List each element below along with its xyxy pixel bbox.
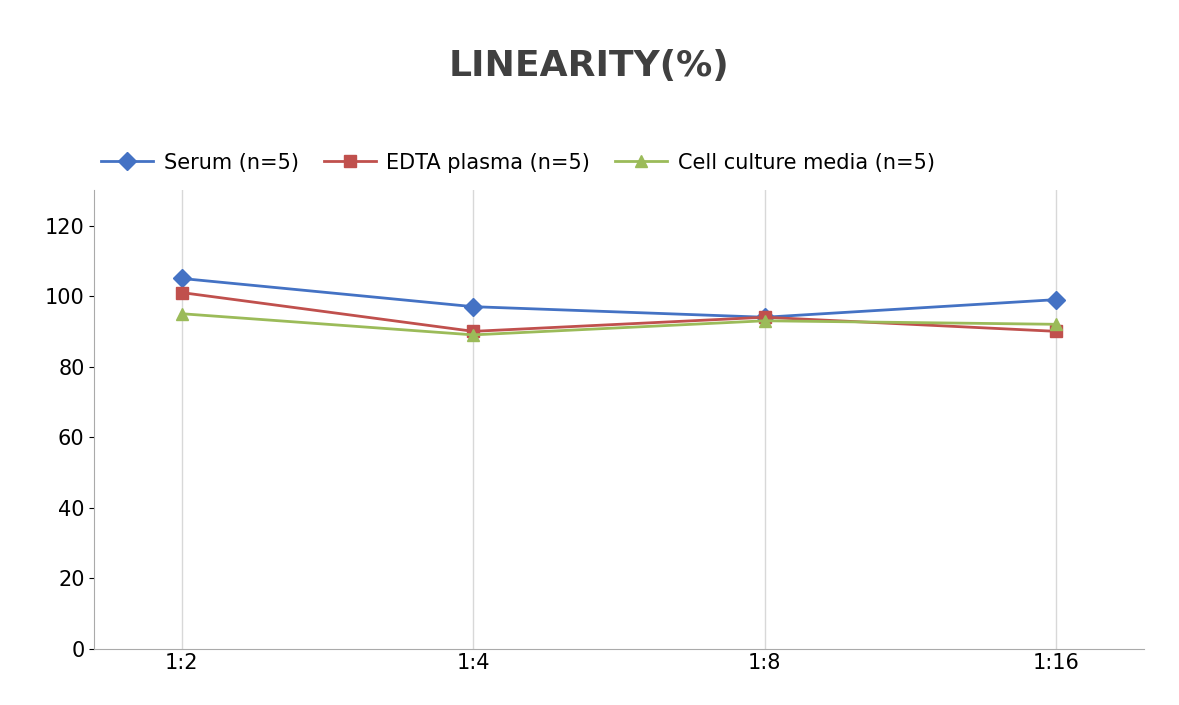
Cell culture media (n=5): [1049, 320, 1063, 329]
EDTA plasma (n=5): [758, 313, 772, 321]
Serum (n=5): [1049, 295, 1063, 304]
EDTA plasma (n=5): [174, 288, 189, 297]
Cell culture media (n=5): [466, 331, 480, 339]
Line: Cell culture media (n=5): Cell culture media (n=5): [176, 307, 1062, 341]
Legend: Serum (n=5), EDTA plasma (n=5), Cell culture media (n=5): Serum (n=5), EDTA plasma (n=5), Cell cul…: [93, 145, 943, 181]
Cell culture media (n=5): [174, 309, 189, 318]
Serum (n=5): [758, 313, 772, 321]
EDTA plasma (n=5): [466, 327, 480, 336]
Serum (n=5): [466, 302, 480, 311]
Cell culture media (n=5): [758, 317, 772, 325]
Line: Serum (n=5): Serum (n=5): [176, 272, 1062, 324]
Line: EDTA plasma (n=5): EDTA plasma (n=5): [176, 286, 1062, 338]
EDTA plasma (n=5): [1049, 327, 1063, 336]
Serum (n=5): [174, 274, 189, 283]
Text: LINEARITY(%): LINEARITY(%): [449, 49, 730, 83]
